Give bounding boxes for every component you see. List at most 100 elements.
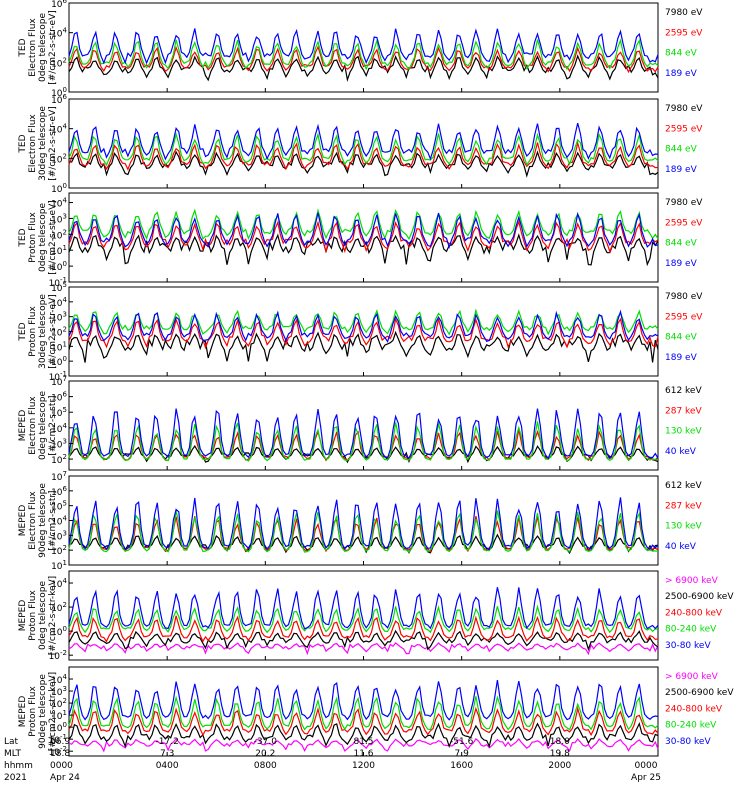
y-tick-label-p5-3: 104	[51, 422, 67, 435]
series-line-p8-5	[68, 680, 659, 721]
y-tick-label-p4-4: 102	[51, 326, 67, 339]
y-tick-label-p2-2: 102	[51, 152, 67, 165]
x-row-label-lat: Lat	[4, 737, 19, 747]
y-tick-label-p8-4: 101	[51, 709, 67, 722]
x-mlt-label-6: 19.8	[550, 749, 570, 759]
legend-label-p2-1: 7980 eV	[665, 104, 703, 114]
y-tick-label-p1-1: 100	[51, 86, 67, 99]
x-lat-label-3: -37.0	[254, 737, 278, 747]
series-line-p3-2	[68, 219, 659, 254]
x-hhmm-label-6: 2000	[548, 761, 571, 771]
legend-label-p1-2: 2595 eV	[665, 28, 703, 38]
x-hhmm-label-7: 0000	[635, 761, 658, 771]
y-tick-label-p8-2: 10-1	[49, 733, 67, 746]
panel-frame-7	[68, 570, 659, 661]
y-tick-label-p5-4: 105	[51, 406, 67, 419]
y-tick-label-p6-1: 101	[51, 559, 67, 572]
legend-label-p3-1: 7980 eV	[665, 198, 703, 208]
series-line-p7-4	[68, 604, 659, 634]
legend-label-p1-1: 7980 eV	[665, 8, 703, 18]
y-axis-label-p6: MEPEDElectron Flux90deg telescope[#/cm2-…	[18, 483, 58, 558]
series-line-p4-2	[68, 317, 659, 350]
panel-frame-2	[68, 98, 659, 189]
y-tick-label-p4-3: 101	[51, 340, 67, 353]
series-line-p8-4	[68, 695, 659, 731]
legend-label-p8-1: > 6900 keV	[665, 672, 719, 682]
y-axis-label-p2: TEDElectron Flux30deg telescope[#/cm2-s-…	[18, 106, 58, 181]
legend-label-p8-5: 30-80 keV	[665, 737, 711, 747]
x-date-label-1: Apr 24	[50, 773, 80, 783]
x-lat-label-6: 18.0	[550, 737, 570, 747]
series-line-p2-3	[68, 131, 659, 167]
legend-label-p6-3: 130 keV	[665, 522, 702, 532]
series-line-p1-4	[68, 28, 659, 65]
series-line-p3-1	[68, 233, 659, 267]
x-lat-label-2: -17.2	[156, 737, 179, 747]
x-hhmm-label-4: 1200	[352, 761, 375, 771]
legend-label-p4-1: 7980 eV	[665, 292, 703, 302]
x-mlt-label-5: 7.9	[455, 749, 470, 759]
legend-label-p2-4: 189 eV	[665, 165, 698, 175]
legend-label-p5-3: 130 keV	[665, 427, 702, 437]
series-line-p2-1	[68, 150, 659, 178]
series-line-p3-4	[68, 211, 659, 249]
y-tick-label-p4-6: 104	[51, 296, 67, 309]
x-row-label-hhmm: hhmm	[4, 761, 33, 771]
legend-label-p7-2: 2500-6900 keV	[665, 592, 734, 602]
y-tick-label-p5-6: 107	[51, 375, 67, 388]
x-mlt-label-3: 20.2	[255, 749, 275, 759]
x-row-label-year: 2021	[4, 773, 27, 783]
legend-label-p6-4: 40 keV	[665, 542, 697, 552]
x-mlt-label-1: 18.8	[50, 749, 70, 759]
series-line-p7-3	[68, 615, 659, 643]
legend-label-p8-2: 2500-6900 keV	[665, 688, 734, 698]
y-axis-label-p8: MEPEDProton Flux90deg telescope[#/cm2-s-…	[18, 672, 58, 751]
x-mlt-label-4: 11.6	[353, 749, 373, 759]
x-row-label-mlt: MLT	[4, 749, 22, 759]
y-tick-label-p3-3: 101	[51, 244, 67, 257]
y-tick-label-p4-5: 103	[51, 311, 67, 324]
series-line-p8-3	[68, 706, 659, 737]
y-axis-label-p4: TEDProton Flux30deg telescope[#/cm2-s-st…	[18, 294, 58, 369]
series-line-p4-3	[68, 308, 659, 336]
legend-label-p4-2: 2595 eV	[665, 312, 703, 322]
legend-label-p3-4: 189 eV	[665, 259, 698, 269]
series-line-p5-4	[68, 408, 659, 460]
y-tick-label-p5-2: 103	[51, 437, 67, 450]
legend-label-p6-2: 287 keV	[665, 501, 702, 511]
y-tick-label-p5-1: 102	[51, 453, 67, 466]
series-line-p5-3	[68, 421, 659, 462]
y-tick-label-p6-5: 105	[51, 500, 67, 513]
legend-label-p5-4: 40 keV	[665, 447, 697, 457]
y-tick-label-p3-6: 104	[51, 197, 67, 210]
y-tick-label-p8-5: 102	[51, 697, 67, 710]
legend-label-p3-2: 2595 eV	[665, 218, 703, 228]
series-line-p2-2	[68, 140, 659, 171]
legend-label-p4-3: 844 eV	[665, 333, 698, 343]
y-tick-label-p6-4: 104	[51, 515, 67, 528]
series-line-p7-2	[68, 629, 659, 652]
y-tick-label-p7-3: 102	[51, 601, 67, 614]
series-line-p2-4	[68, 122, 659, 161]
y-tick-label-p1-4: 106	[51, 0, 67, 10]
series-line-p7-5	[68, 587, 659, 630]
legend-label-p1-3: 844 eV	[665, 49, 698, 59]
y-axis-label-p3: TEDProton Flux0deg telescope[#/cm2-s-str…	[18, 200, 58, 275]
y-tick-label-p7-1: 10-2	[49, 649, 67, 662]
y-tick-label-p4-1: 10-1	[49, 370, 67, 383]
y-tick-label-p6-6: 106	[51, 485, 67, 498]
y-tick-label-p3-1: 10-1	[49, 276, 67, 289]
x-hhmm-label-5: 1600	[450, 761, 473, 771]
legend-label-p5-1: 612 keV	[665, 386, 702, 396]
legend-label-p4-4: 189 eV	[665, 353, 698, 363]
legend-label-p7-1: > 6900 keV	[665, 576, 719, 586]
x-hhmm-label-2: 0400	[156, 761, 179, 771]
legend-label-p2-2: 2595 eV	[665, 124, 703, 134]
y-tick-label-p3-5: 103	[51, 212, 67, 225]
y-tick-label-p1-3: 104	[51, 27, 67, 40]
series-line-p4-1	[68, 330, 659, 363]
y-tick-label-p2-3: 104	[51, 123, 67, 136]
series-line-p1-2	[68, 45, 659, 74]
